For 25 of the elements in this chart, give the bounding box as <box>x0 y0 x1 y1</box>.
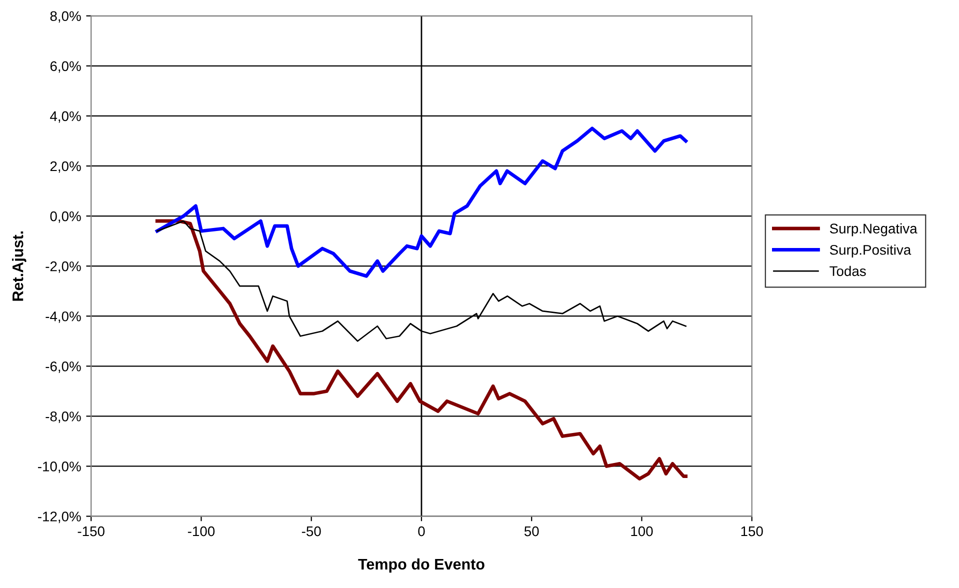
y-tick-label: -10,0% <box>38 462 81 474</box>
x-tick-label: 150 <box>741 526 763 536</box>
y-tick-label: 6,0% <box>50 61 81 73</box>
y-tick-label: -2,0% <box>46 261 81 273</box>
y-tick-label: 2,0% <box>50 161 81 173</box>
line-series <box>155 219 688 480</box>
legend-label: Todas <box>830 266 866 276</box>
x-tick-label: -150 <box>78 526 104 536</box>
x-axis-title: Tempo do Evento <box>358 558 484 573</box>
y-tick-label: 8,0% <box>50 11 81 23</box>
x-tick-label: 0 <box>418 526 425 536</box>
legend-label: Surp.Negativa <box>830 223 918 236</box>
x-tick-label: -100 <box>188 526 215 536</box>
legend-label: Surp.Positiva <box>830 244 912 258</box>
line-series <box>155 126 688 278</box>
y-axis-title: Ret.Ajust. <box>12 231 26 301</box>
x-tick-label: 50 <box>524 526 539 536</box>
y-tick-label: -4,0% <box>46 311 81 323</box>
x-tick-label: -50 <box>302 526 321 536</box>
y-tick-label: -8,0% <box>46 412 81 423</box>
y-tick-label: 0,0% <box>50 211 81 223</box>
y-tick-label: -6,0% <box>46 361 81 373</box>
x-tick-label: 100 <box>631 526 653 536</box>
y-tick-label: 4,0% <box>50 111 81 123</box>
y-tick-label: -12,0% <box>38 512 81 524</box>
